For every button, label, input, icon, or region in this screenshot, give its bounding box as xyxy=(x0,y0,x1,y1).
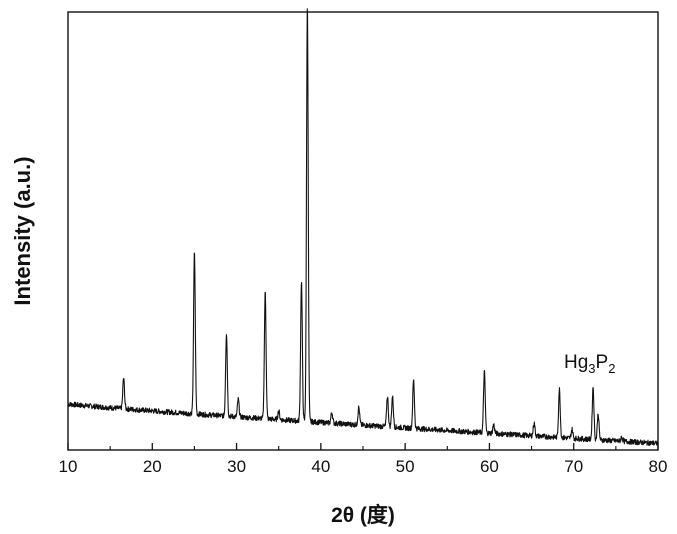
annotation-sub1: 3 xyxy=(588,361,595,376)
plot-frame xyxy=(68,12,658,450)
x-tick-label-70: 70 xyxy=(564,457,583,476)
phase-annotation: Hg3P2 xyxy=(564,352,615,376)
x-tick-label-20: 20 xyxy=(143,457,162,476)
annotation-p: P xyxy=(596,352,609,373)
x-tick-label-80: 80 xyxy=(649,457,668,476)
annotation-sub2: 2 xyxy=(608,361,615,376)
x-axis-title: 2θ (度) xyxy=(331,503,395,527)
y-axis-title: Intensity (a.u.) xyxy=(10,156,35,305)
x-tick-label-10: 10 xyxy=(59,457,78,476)
x-axis-ticks xyxy=(68,443,658,450)
x-tick-label-60: 60 xyxy=(480,457,499,476)
x-tick-label-30: 30 xyxy=(227,457,246,476)
x-tick-label-50: 50 xyxy=(396,457,415,476)
xrd-pattern-line xyxy=(68,9,658,446)
x-tick-label-40: 40 xyxy=(311,457,330,476)
annotation-hg: Hg xyxy=(564,352,588,373)
x-axis-tick-labels: 10 20 30 40 50 60 70 80 xyxy=(59,457,668,476)
